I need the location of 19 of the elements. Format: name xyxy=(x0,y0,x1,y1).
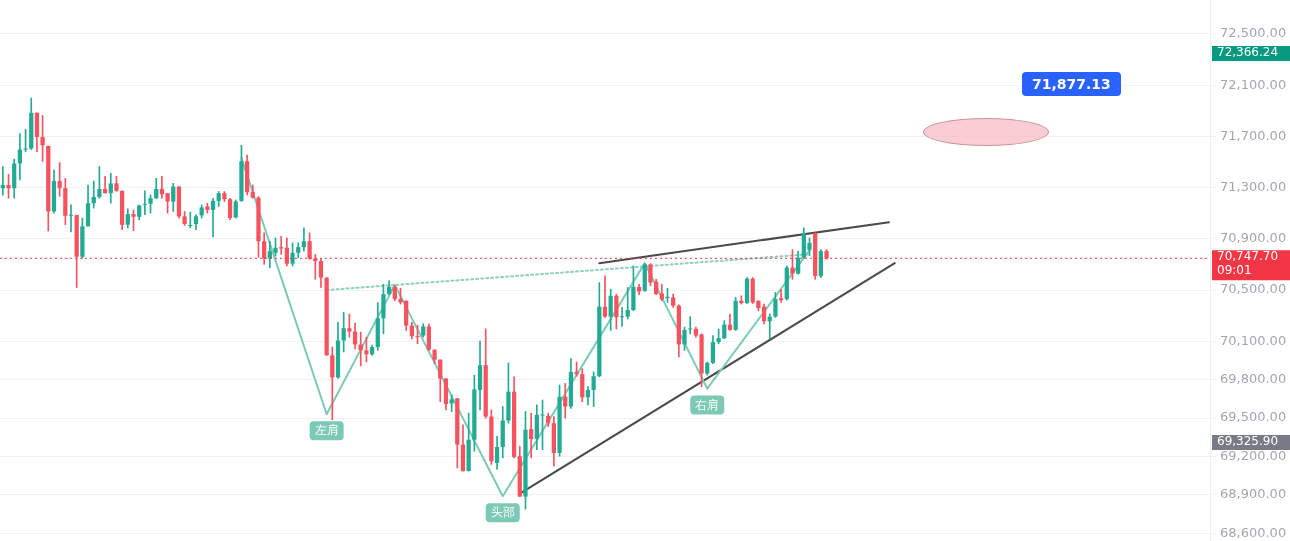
y-tick-label: 69,200.00 xyxy=(1220,447,1287,463)
text: 69,325.90 xyxy=(1217,434,1279,449)
y-tick-label: 68,600.00 xyxy=(1220,524,1287,540)
y-tick-label: 70,900.00 xyxy=(1220,230,1287,246)
text: 72,366.24 xyxy=(1217,45,1279,60)
y-tick-label: 70,100.00 xyxy=(1220,332,1287,348)
annotation: 71,877.13 xyxy=(1022,72,1121,96)
y-tick-label: 72,100.00 xyxy=(1220,76,1287,92)
data-label: 左肩 xyxy=(314,423,339,438)
y-tick-label: 71,300.00 xyxy=(1220,178,1287,194)
y-tick-label: 70,500.00 xyxy=(1220,281,1287,297)
y-tick-label: 68,900.00 xyxy=(1220,486,1287,502)
y-tick-label: 71,700.00 xyxy=(1220,127,1287,143)
data-label: 右肩 xyxy=(695,397,720,412)
y-tick-label: 72,500.00 xyxy=(1220,25,1287,41)
ref-line-label: 70,747.70 09:01 xyxy=(1217,249,1279,278)
data-label: 头部 xyxy=(490,505,515,520)
y-tick-label: 69,500.00 xyxy=(1220,409,1287,425)
y-tick-label: 69,800.00 xyxy=(1220,371,1287,387)
